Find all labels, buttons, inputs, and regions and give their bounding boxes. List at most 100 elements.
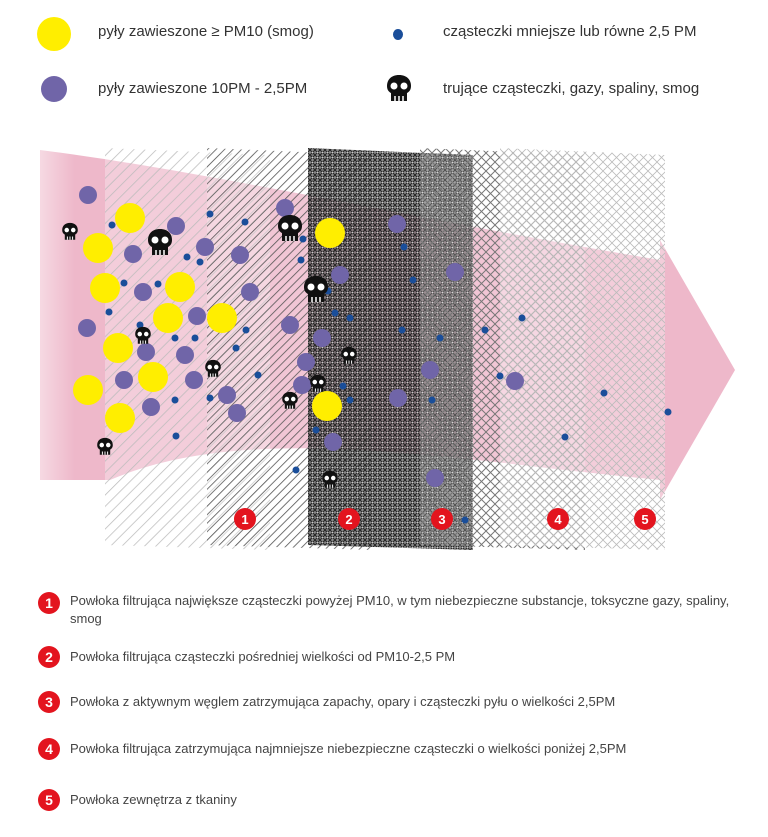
purple-circle-icon (41, 76, 67, 102)
pm10-2.5-particle (324, 433, 342, 451)
pm2.5-particle (105, 308, 113, 316)
pm10-2.5-particle (228, 404, 246, 422)
pm2.5-particle (206, 394, 214, 402)
pm10-particle (83, 233, 113, 263)
pm10-2.5-particle (388, 215, 406, 233)
skull-icon (341, 346, 357, 364)
layer-number-badge: 5 (634, 508, 656, 530)
pm2.5-particle (436, 334, 444, 342)
blue-dot-icon (393, 29, 403, 40)
pm10-2.5-particle (188, 307, 206, 325)
pm10-2.5-particle (196, 238, 214, 256)
skull-icon (205, 359, 221, 377)
pm10-2.5-particle (134, 283, 152, 301)
pm2.5-particle (518, 314, 526, 322)
layer-number-badge: 3 (431, 508, 453, 530)
pm2.5-particle (172, 432, 180, 440)
pm2.5-particle (171, 334, 179, 342)
description-item: 4 Powłoka filtrująca zatrzymująca najmnie… (38, 738, 738, 760)
skull-icon (148, 229, 172, 255)
pm2.5-particle (346, 396, 354, 404)
filter-layers-diagram: 1 2 3 4 5 (0, 140, 735, 550)
legend-item: pyły zawieszone ≥ PM10 (smog) (98, 23, 314, 40)
pm10-2.5-particle (446, 263, 464, 281)
pm2.5-particle (398, 326, 406, 334)
legend-item: cząsteczki mniejsze lub równe 2,5 PM (443, 23, 697, 40)
pm10-2.5-particle (167, 217, 185, 235)
skull-icon (310, 374, 326, 392)
number-badge: 5 (38, 789, 60, 811)
svg-text:3: 3 (438, 512, 445, 527)
pm10-2.5-particle (137, 343, 155, 361)
pm10-2.5-particle (142, 398, 160, 416)
layer-number-badge: 4 (547, 508, 569, 530)
pm2.5-particle (242, 326, 250, 334)
pm2.5-particle (331, 309, 339, 317)
pm10-2.5-particle (115, 371, 133, 389)
skull-icon (62, 222, 78, 240)
number-badge: 1 (38, 592, 60, 614)
pm2.5-particle (120, 279, 128, 287)
pm2.5-particle (461, 516, 469, 524)
pm2.5-particle (600, 389, 608, 397)
number-badge: 3 (38, 691, 60, 713)
pm10-2.5-particle (79, 186, 97, 204)
pm2.5-particle (428, 396, 436, 404)
description-item: 5 Powłoka zewnętrza z tkaniny (38, 789, 738, 811)
pm2.5-particle (171, 396, 179, 404)
pm10-particle (115, 203, 145, 233)
skull-icon (135, 326, 151, 344)
pm2.5-particle (232, 344, 240, 352)
yellow-circle-icon (37, 17, 71, 51)
pm10-2.5-particle (185, 371, 203, 389)
pm10-2.5-particle (421, 361, 439, 379)
pm2.5-particle (241, 218, 249, 226)
pm10-2.5-particle (231, 246, 249, 264)
pm10-particle (138, 362, 168, 392)
number-badge: 4 (38, 738, 60, 760)
pm10-2.5-particle (78, 319, 96, 337)
pm2.5-particle (339, 382, 347, 390)
pm2.5-particle (206, 210, 214, 218)
pm10-2.5-particle (506, 372, 524, 390)
svg-text:2: 2 (345, 512, 352, 527)
pm10-particle (315, 218, 345, 248)
pm10-particle (312, 391, 342, 421)
svg-text:5: 5 (641, 512, 648, 527)
pm2.5-particle (154, 280, 162, 288)
description-item: 2 Powłoka filtrująca cząsteczki pośrednie… (38, 646, 738, 668)
skull-icon (322, 470, 338, 488)
filter-layer-5 (500, 148, 665, 550)
description-item: 1 Powłoka filtrująca największe cząsteczk… (38, 592, 738, 628)
pm2.5-particle (183, 253, 191, 261)
pm2.5-particle (297, 256, 305, 264)
skull-icon (282, 391, 298, 409)
pm2.5-particle (346, 314, 354, 322)
number-badge: 2 (38, 646, 60, 668)
layer-number-badge: 2 (338, 508, 360, 530)
pm10-particle (207, 303, 237, 333)
pm2.5-particle (561, 433, 569, 441)
pm2.5-particle (191, 334, 199, 342)
pm10-2.5-particle (176, 346, 194, 364)
pm10-2.5-particle (276, 199, 294, 217)
pm10-2.5-particle (293, 376, 311, 394)
pm10-2.5-particle (297, 353, 315, 371)
svg-text:1: 1 (241, 512, 248, 527)
pm10-particle (153, 303, 183, 333)
pm2.5-particle (312, 426, 320, 434)
pm10-2.5-particle (218, 386, 236, 404)
pm10-2.5-particle (313, 329, 331, 347)
pm10-particle (165, 272, 195, 302)
pm10-particle (73, 375, 103, 405)
pm10-2.5-particle (331, 266, 349, 284)
skull-icon (278, 215, 302, 241)
skull-icon (304, 276, 328, 302)
skull-icon (387, 75, 411, 102)
pm10-2.5-particle (281, 316, 299, 334)
legend-item: pyły zawieszone 10PM - 2,5PM (98, 80, 308, 97)
skull-icon (97, 437, 113, 455)
pm2.5-particle (664, 408, 672, 416)
pm10-particle (103, 333, 133, 363)
pm10-particle (105, 403, 135, 433)
